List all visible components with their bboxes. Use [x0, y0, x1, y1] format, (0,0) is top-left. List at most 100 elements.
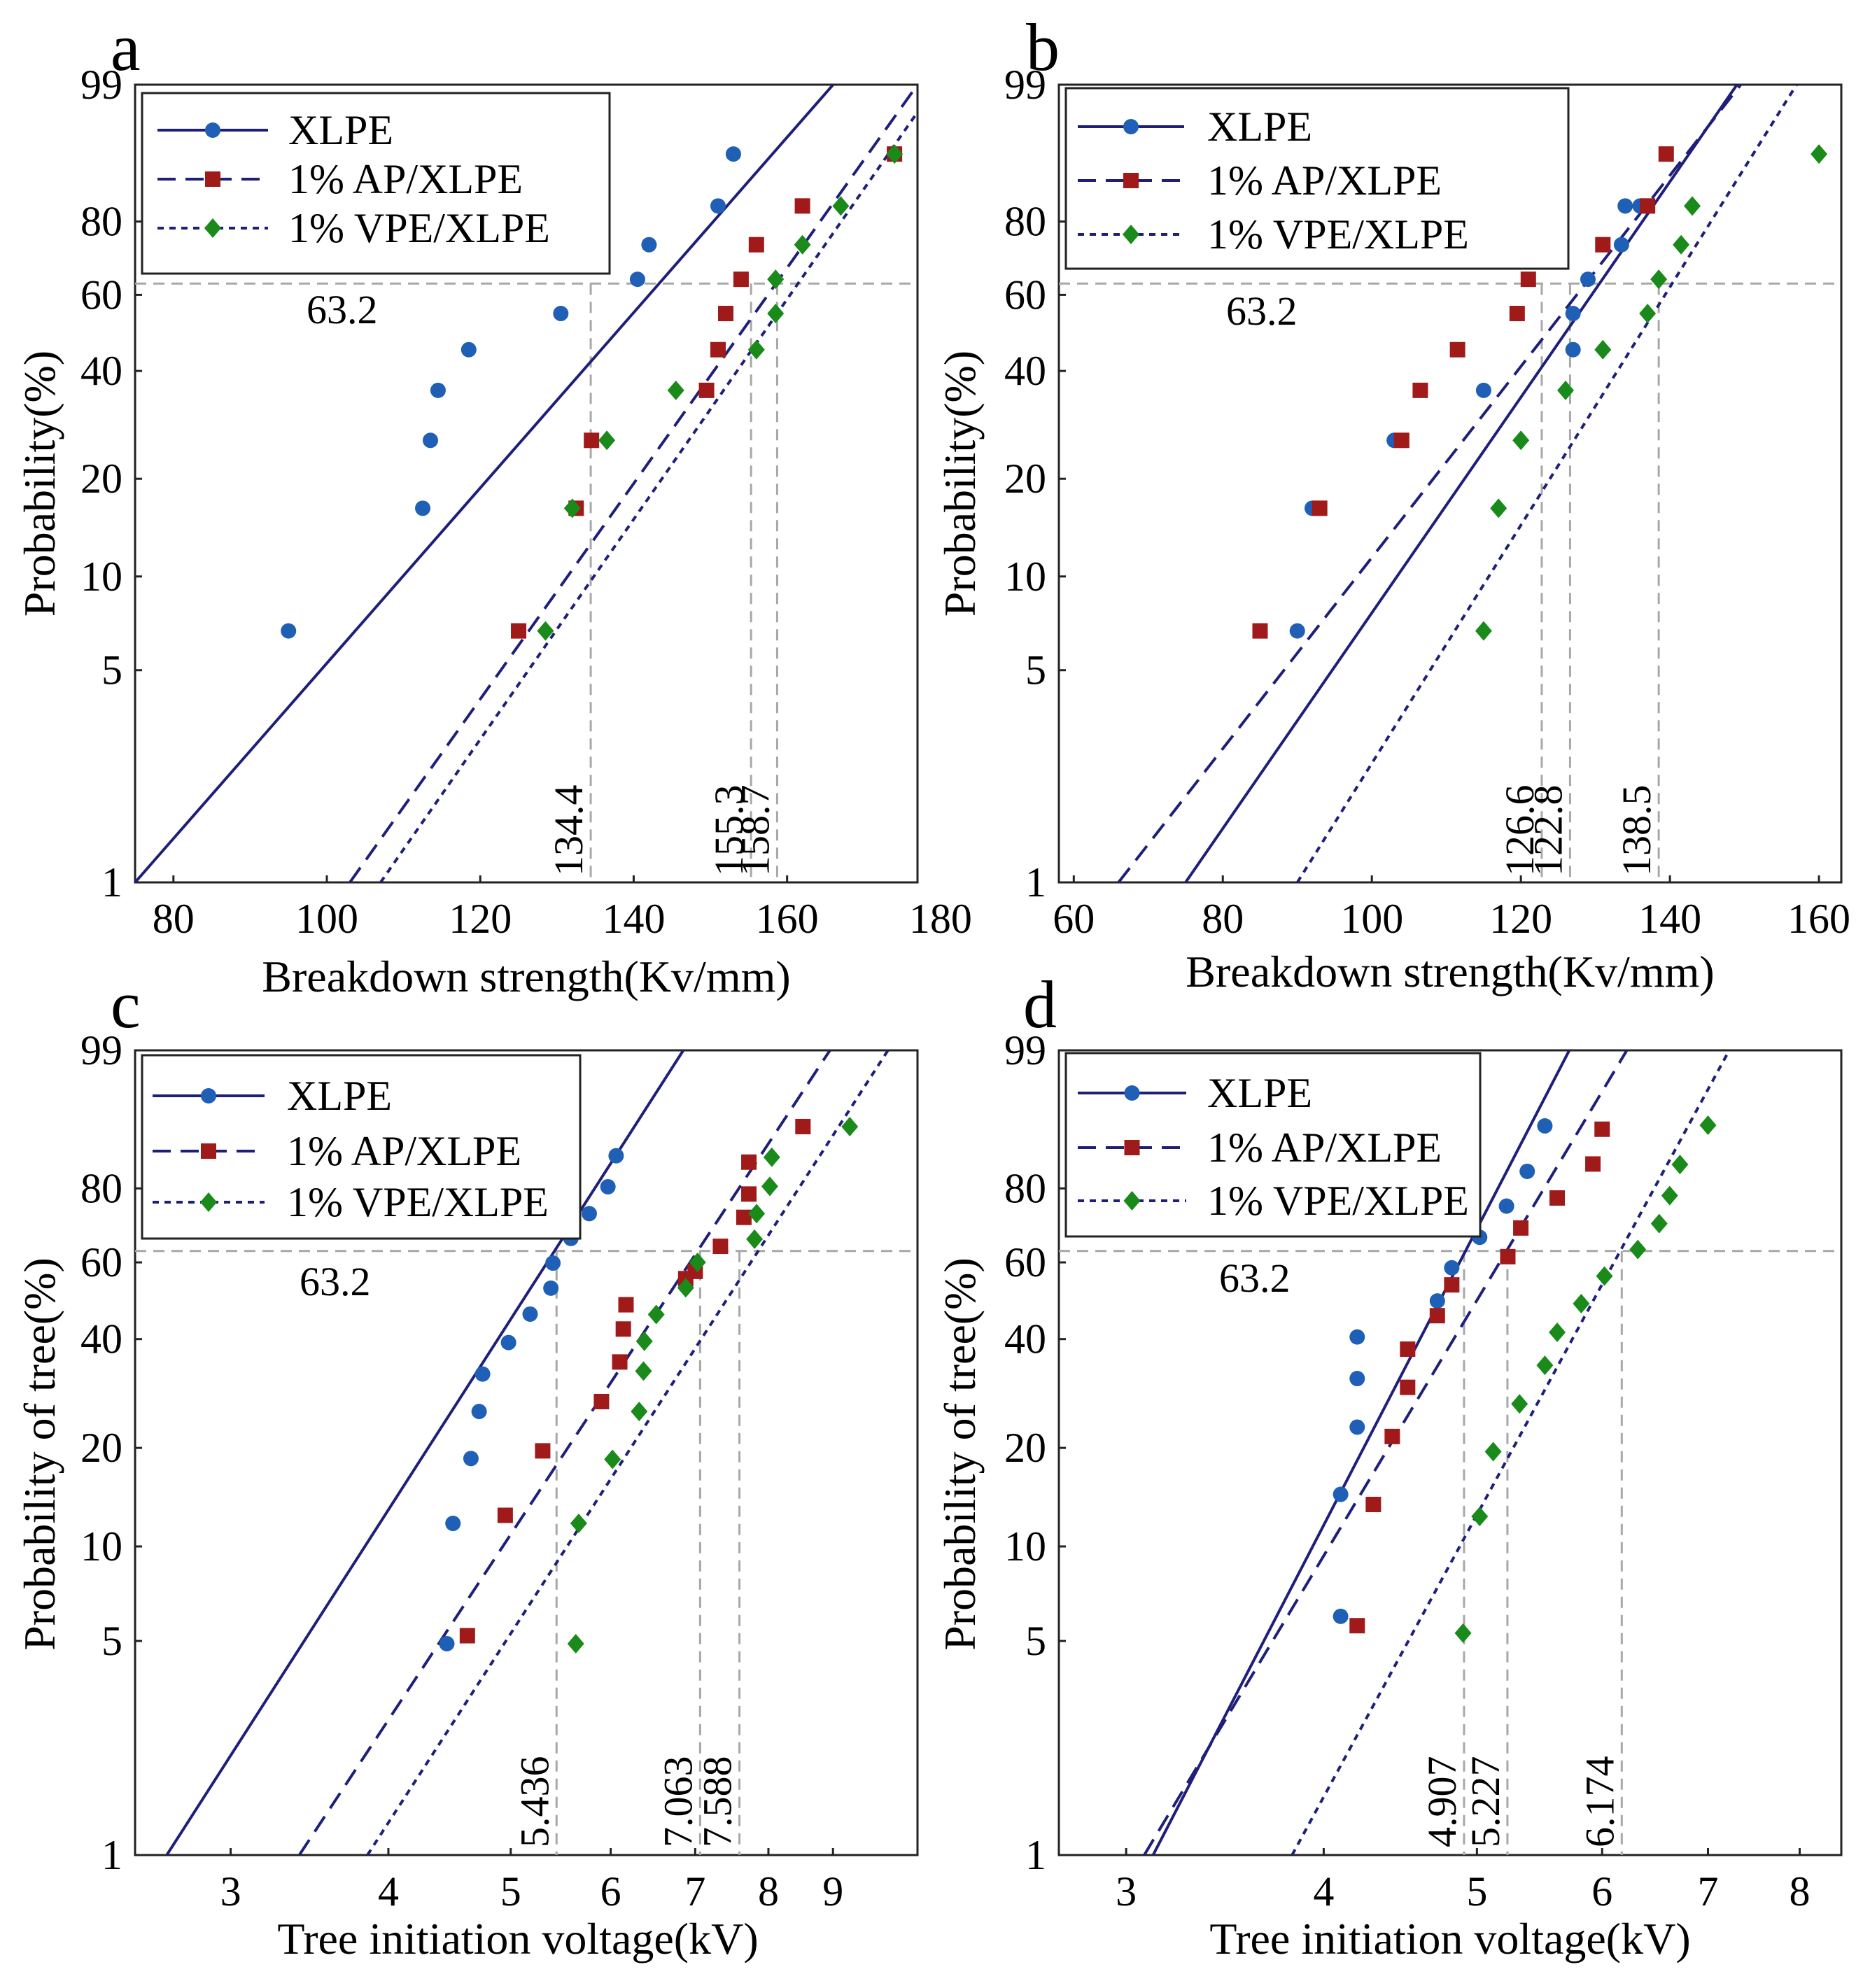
data-point-series-1 — [733, 272, 749, 288]
ref-value-label: 155.3 — [706, 785, 752, 877]
data-point-series-2 — [748, 1204, 766, 1224]
data-point-series-0 — [725, 146, 741, 162]
data-point-series-1 — [698, 382, 715, 398]
ref-value-label: 5.227 — [1463, 1756, 1508, 1848]
data-point-series-0 — [1333, 1608, 1349, 1624]
data-point-series-0 — [710, 198, 726, 214]
data-point-series-2 — [537, 621, 554, 641]
y-axis-label: Probability of tree(%) — [15, 1257, 64, 1651]
x-tick-label: 120 — [449, 896, 512, 942]
data-point-series-1 — [1549, 1190, 1566, 1206]
legend-label-ap-xlpe: 1% AP/XLPE — [287, 1128, 521, 1174]
data-point-series-1 — [1658, 146, 1674, 162]
data-point-series-2 — [598, 430, 616, 451]
data-point-series-2 — [631, 1402, 648, 1422]
data-point-series-0 — [1617, 198, 1633, 214]
data-point-series-0 — [474, 1366, 491, 1382]
x-axis-label: Breakdown strength(Kv/mm) — [262, 952, 790, 1001]
data-point-series-1 — [736, 1209, 752, 1225]
ref-value-label: 126.6 — [1497, 785, 1542, 877]
data-point-series-2 — [635, 1331, 653, 1351]
y-tick-label: 1 — [1025, 1832, 1046, 1878]
data-point-series-1 — [1349, 1618, 1365, 1634]
data-point-series-0 — [463, 1451, 479, 1467]
x-tick-label: 8 — [758, 1868, 779, 1915]
fit-line-series-0 — [165, 1050, 685, 1855]
legend-marker-series-1 — [1124, 1140, 1140, 1155]
y-tick-label: 60 — [1004, 1239, 1046, 1285]
data-point-series-0 — [1289, 623, 1305, 639]
data-point-series-2 — [1699, 1115, 1717, 1136]
legend-marker-series-0 — [1123, 119, 1139, 134]
x-tick-label: 120 — [1489, 896, 1552, 942]
y-tick-label: 5 — [101, 647, 122, 693]
data-point-series-1 — [593, 1393, 610, 1409]
fit-line-series-2 — [379, 109, 918, 882]
y-tick-label: 40 — [1004, 1316, 1046, 1362]
data-point-series-0 — [1613, 237, 1629, 253]
data-point-series-1 — [1400, 1341, 1416, 1358]
data-point-series-1 — [612, 1354, 628, 1370]
legend-label-ap-xlpe: 1% AP/XLPE — [288, 156, 523, 202]
data-point-series-1 — [511, 623, 527, 639]
fit-line-series-1 — [349, 85, 918, 882]
data-point-series-0 — [1565, 341, 1581, 358]
data-point-series-2 — [635, 1361, 652, 1381]
data-point-series-1 — [1444, 1277, 1460, 1293]
ref-probability-label: 63.2 — [1226, 288, 1298, 334]
data-point-series-1 — [459, 1628, 475, 1644]
ref-probability-label: 63.2 — [307, 287, 378, 332]
data-point-series-1 — [1400, 1379, 1416, 1395]
data-point-series-2 — [746, 1229, 764, 1249]
x-tick-label: 9 — [822, 1868, 843, 1915]
data-point-series-1 — [1594, 1121, 1610, 1137]
data-point-series-0 — [553, 306, 569, 322]
data-point-series-1 — [618, 1297, 634, 1313]
data-point-series-0 — [608, 1148, 624, 1164]
data-point-series-2 — [1673, 234, 1690, 255]
data-point-series-2 — [747, 339, 765, 360]
data-point-series-2 — [667, 380, 684, 400]
x-tick-label: 140 — [602, 896, 665, 942]
data-point-series-2 — [563, 498, 581, 519]
x-tick-label: 60 — [1053, 896, 1095, 942]
data-point-series-1 — [710, 341, 726, 358]
x-tick-label: 6 — [600, 1868, 621, 1915]
data-point-series-2 — [604, 1449, 621, 1469]
data-point-series-1 — [1585, 1156, 1601, 1172]
plot-frame — [134, 83, 919, 884]
y-tick-label: 60 — [80, 1239, 122, 1285]
data-point-series-2 — [1454, 1623, 1472, 1643]
y-tick-label: 10 — [80, 1523, 122, 1570]
panel-b: b 60 80 100 120 140 160 1 5 10 20 40 60 80 99 126.612… — [935, 10, 1850, 996]
data-point-series-2 — [1484, 1441, 1502, 1462]
ref-value-label: 4.907 — [1419, 1756, 1465, 1848]
fit-line-series-2 — [1296, 85, 1798, 882]
data-point-series-1 — [1393, 432, 1409, 449]
data-point-series-2 — [1811, 144, 1828, 164]
data-point-series-1 — [1513, 1220, 1529, 1236]
data-point-series-1 — [741, 1154, 757, 1170]
x-tick-label: 5 — [1466, 1868, 1487, 1915]
plot-frame — [134, 1049, 919, 1856]
data-point-series-2 — [647, 1304, 665, 1325]
panel-a: a 80 100 120 140 160 180 1 5 10 20 40 60 80 99 134.4 1… — [15, 10, 972, 1001]
y-tick-label: 80 — [80, 199, 122, 245]
data-point-series-2 — [1661, 1185, 1678, 1206]
data-point-series-0 — [422, 432, 438, 449]
y-tick-label: 20 — [1004, 1425, 1046, 1471]
y-tick-label: 20 — [80, 456, 122, 502]
y-tick-label: 1 — [1025, 859, 1046, 905]
data-point-series-1 — [584, 432, 600, 449]
y-axis-label: Probability(%) — [15, 351, 64, 616]
data-point-series-2 — [841, 1116, 859, 1136]
legend-marker-series-1 — [205, 171, 220, 187]
data-point-series-2 — [1573, 1293, 1590, 1313]
y-tick-label: 20 — [80, 1425, 122, 1471]
y-tick-label: 80 — [80, 1165, 122, 1211]
x-tick-label: 100 — [295, 896, 358, 942]
fit-line-series-0 — [1151, 1050, 1571, 1855]
x-tick-label: 180 — [909, 896, 972, 942]
panel-letter: d — [1023, 967, 1057, 1042]
